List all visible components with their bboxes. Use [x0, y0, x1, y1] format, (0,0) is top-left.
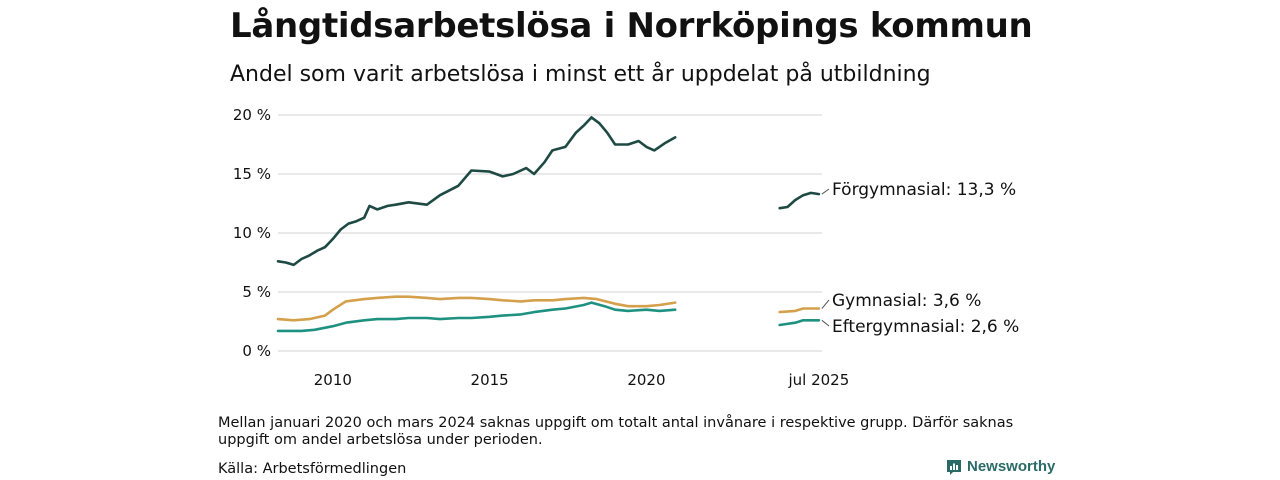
brand-logo[interactable]: Newsworthy: [946, 458, 1055, 475]
brand-name: Newsworthy: [967, 458, 1056, 475]
label-connector: [821, 299, 830, 309]
x-tick-label: 2015: [471, 371, 509, 389]
series-end-label-förgymnasial: Förgymnasial: 13,3 %: [832, 180, 1016, 200]
y-tick-label: 15 %: [233, 165, 271, 183]
x-tick-label: 2010: [314, 371, 352, 389]
gap-footnote: Mellan januari 2020 och mars 2024 saknas…: [218, 415, 1014, 448]
chart-title: Långtidsarbetslösa i Norrköpings kommun: [230, 6, 1033, 46]
series-line-eftergymnasial: [778, 319, 821, 327]
chart-subtitle: Andel som varit arbetslösa i minst ett å…: [230, 62, 931, 87]
x-tick-label: 2020: [627, 371, 665, 389]
series-labels: Förgymnasial: 13,3 % Gymnasial: 3,6 % Efte…: [821, 180, 1019, 337]
series-line-gymnasial: [778, 307, 821, 314]
series-line-förgymnasial: [276, 116, 677, 267]
series-line-gymnasial: [276, 295, 677, 322]
x-tick-label: jul 2025: [787, 371, 849, 389]
y-tick-label: 5 %: [242, 283, 271, 301]
y-tick-label: 0 %: [242, 342, 271, 360]
series-end-label-gymnasial: Gymnasial: 3,6 %: [832, 291, 981, 311]
series-lines: [276, 116, 821, 333]
line-chart: 0 %5 %10 %15 %20 % 2010 2015 2020 jul 2025 …: [233, 106, 1019, 389]
y-tick-label: 10 %: [233, 224, 271, 242]
y-tick-label: 20 %: [233, 106, 271, 124]
label-connector: [821, 188, 830, 195]
source-note: Källa: Arbetsförmedlingen: [218, 461, 407, 477]
series-end-label-eftergymnasial: Eftergymnasial: 2,6 %: [832, 317, 1019, 337]
grid-lines: [278, 114, 822, 352]
bar-chart-icon: [947, 459, 961, 475]
series-line-eftergymnasial: [276, 301, 677, 333]
label-connector: [821, 319, 830, 327]
series-line-förgymnasial: [778, 191, 821, 210]
x-axis: 2010 2015 2020 jul 2025: [314, 371, 849, 389]
y-axis: 0 % 5 % 10 % 15 % 20 %: [233, 106, 271, 360]
